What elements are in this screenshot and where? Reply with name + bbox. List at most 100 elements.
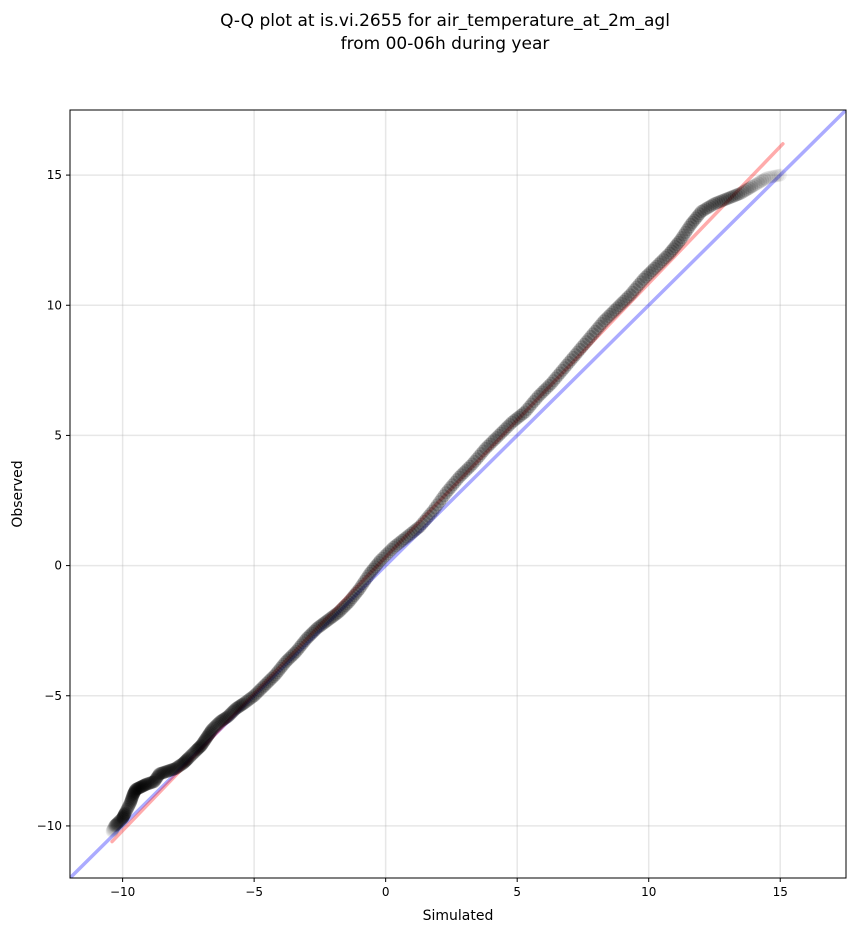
quantile-point: [210, 717, 224, 731]
quantile-point: [701, 201, 715, 215]
quantile-point: [404, 526, 418, 540]
quantile-point: [373, 553, 387, 567]
quantile-point: [105, 824, 119, 838]
quantile-point: [380, 547, 394, 561]
quantile-point: [287, 646, 301, 660]
quantile-point: [172, 759, 186, 773]
quantile-point: [238, 695, 252, 709]
quantile-point: [516, 407, 530, 421]
quantile-point: [376, 551, 390, 565]
quantile-point: [368, 560, 382, 574]
quantile-point: [485, 435, 499, 449]
quantile-point: [310, 621, 324, 635]
quantile-point: [202, 727, 216, 741]
quantile-point: [721, 192, 735, 206]
quantile-point: [406, 525, 420, 539]
quantile-point: [359, 572, 373, 586]
quantile-point: [125, 792, 139, 806]
quantile-point: [760, 171, 774, 185]
quantile-point: [275, 659, 289, 673]
quantile-point: [145, 776, 159, 790]
quantile-point: [301, 630, 315, 644]
quantile-point: [221, 710, 235, 724]
quantile-point: [191, 742, 205, 756]
quantile-point: [251, 685, 265, 699]
quantile-point: [553, 366, 567, 380]
quantile-point: [498, 422, 512, 436]
quantile-point: [326, 609, 340, 623]
quantile-point: [656, 253, 670, 267]
quantile-point: [213, 715, 227, 729]
quantile-point: [205, 723, 219, 737]
quantile-point: [691, 209, 705, 223]
quantile-point: [180, 753, 194, 767]
quantile-point: [273, 661, 287, 675]
quantile-point: [137, 779, 151, 793]
quantile-point: [247, 689, 261, 703]
title-line-2: from 00-06h during year: [341, 34, 550, 54]
quantile-point: [223, 707, 237, 721]
quantile-point: [351, 584, 365, 598]
quantile-point: [189, 743, 203, 757]
quantile-point: [270, 666, 284, 680]
quantile-point: [740, 182, 754, 196]
quantile-point: [677, 228, 691, 242]
quantile-point: [261, 675, 275, 689]
quantile-point: [490, 431, 504, 445]
fit-line: [110, 142, 785, 844]
quantile-point: [177, 756, 191, 770]
quantile-point: [474, 447, 488, 461]
quantile-point: [529, 392, 543, 406]
quantile-point: [509, 412, 523, 426]
quantile-point: [217, 712, 231, 726]
quantile-point: [455, 468, 469, 482]
quantile-point: [237, 697, 251, 711]
quantile-point: [639, 270, 653, 284]
quantile-point: [142, 776, 156, 790]
quantile-point: [703, 199, 717, 213]
quantile-point: [128, 783, 142, 797]
quantile-point: [206, 721, 220, 735]
quantile-point: [218, 711, 232, 725]
quantile-point: [507, 414, 521, 428]
quantile-point: [573, 343, 587, 357]
quantile-point: [303, 628, 317, 642]
quantile-point: [684, 218, 698, 232]
quantile-point: [284, 650, 298, 664]
quantile-point: [356, 577, 370, 591]
quantile-point: [133, 780, 147, 794]
quantile-point: [240, 694, 254, 708]
quantile-point: [582, 332, 596, 346]
quantile-point: [338, 599, 352, 613]
quantile-point: [714, 194, 728, 208]
quantile-point: [452, 470, 466, 484]
quantile-point: [190, 743, 204, 757]
quantile-point: [256, 680, 270, 694]
quantile-point: [124, 794, 138, 808]
quantile-point: [317, 616, 331, 630]
quantile-point: [109, 817, 123, 831]
quantile-point: [180, 752, 194, 766]
chart-title: Q-Q plot at is.vi.2655 for air_temperatu…: [220, 11, 670, 54]
quantile-point: [208, 720, 222, 734]
quantile-point: [408, 523, 422, 537]
quantile-point: [579, 335, 593, 349]
quantile-point: [107, 820, 121, 834]
quantile-point: [716, 193, 730, 207]
quantile-point: [472, 449, 486, 463]
quantile-point: [505, 415, 519, 429]
quantile-point: [132, 781, 146, 795]
quantile-point: [163, 763, 177, 777]
quantile-point: [437, 489, 451, 503]
quantile-point: [365, 564, 379, 578]
quantile-point: [670, 238, 684, 252]
quantile-point: [687, 213, 701, 227]
quantile-point: [540, 381, 554, 395]
quantile-point: [124, 796, 138, 810]
quantile-point: [151, 769, 165, 783]
quantile-point: [764, 170, 778, 184]
quantile-point: [138, 778, 152, 792]
quantile-point: [536, 385, 550, 399]
quantile-point: [621, 290, 635, 304]
quantile-point: [372, 556, 386, 570]
